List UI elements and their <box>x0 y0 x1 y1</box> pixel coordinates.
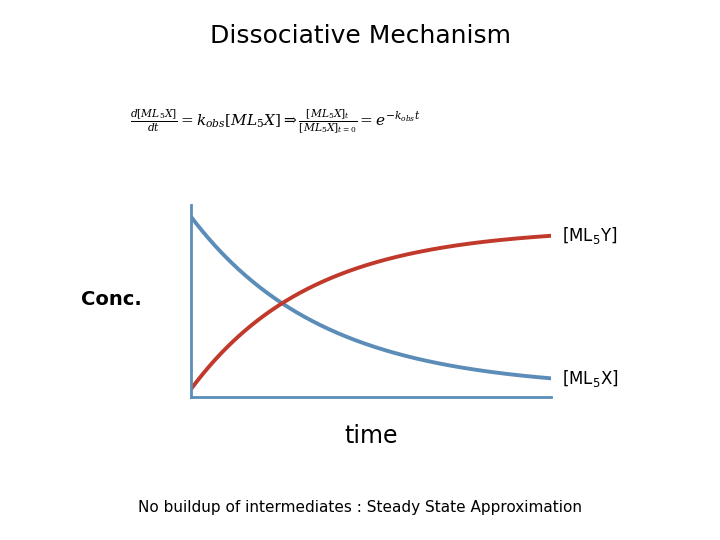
Text: Dissociative Mechanism: Dissociative Mechanism <box>210 24 510 48</box>
Text: [ML$_5$X]: [ML$_5$X] <box>562 368 618 389</box>
Text: Conc.: Conc. <box>81 290 142 309</box>
Text: No buildup of intermediates : Steady State Approximation: No buildup of intermediates : Steady Sta… <box>138 500 582 515</box>
Text: $\mathit{\frac{d[ML_5X]}{dt} = k_{obs}[ML_5X] \Rightarrow\frac{[ML_5X]_t}{[ML_5X: $\mathit{\frac{d[ML_5X]}{dt} = k_{obs}[M… <box>130 108 420 136</box>
Text: [ML$_5$Y]: [ML$_5$Y] <box>562 225 617 246</box>
Text: time: time <box>344 424 397 448</box>
